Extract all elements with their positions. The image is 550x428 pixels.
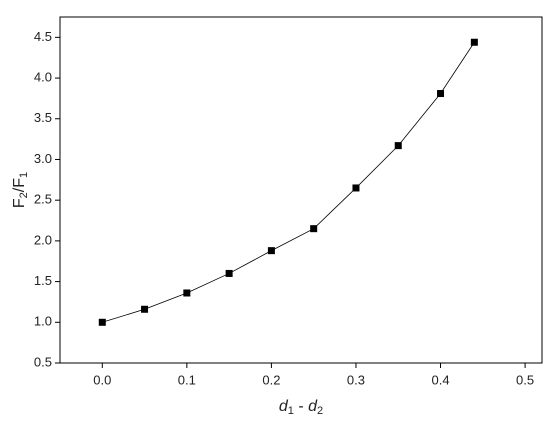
y-tick-label: 1.0 bbox=[34, 314, 52, 329]
x-tick-label: 0.3 bbox=[347, 372, 365, 387]
marker bbox=[394, 142, 402, 150]
x-label-part: d bbox=[279, 398, 289, 415]
y-tick-label: 3.0 bbox=[34, 151, 52, 166]
y-tick-label: 0.5 bbox=[34, 354, 52, 369]
y-label-part: 1 bbox=[18, 172, 30, 178]
marker bbox=[437, 90, 445, 98]
plot-frame bbox=[59, 16, 543, 364]
y-tick-label: 4.5 bbox=[34, 29, 52, 44]
x-axis-label: d1 - d2 bbox=[279, 398, 323, 417]
marker bbox=[141, 305, 149, 313]
y-tick-label: 1.5 bbox=[34, 273, 52, 288]
y-label-part: 2 bbox=[18, 192, 30, 198]
x-tick-label: 0.5 bbox=[516, 372, 534, 387]
y-tick-label: 3.5 bbox=[34, 110, 52, 125]
x-tick-label: 0.0 bbox=[93, 372, 111, 387]
y-tick-label: 4.0 bbox=[34, 69, 52, 84]
x-label-part: d bbox=[308, 398, 318, 415]
y-tick-label: 2.0 bbox=[34, 232, 52, 247]
y-label-part: /F bbox=[11, 178, 28, 192]
x-label-part: 2 bbox=[317, 405, 323, 417]
y-axis-label: F2/F1 bbox=[11, 172, 30, 208]
y-label-part: F bbox=[11, 198, 28, 208]
marker bbox=[98, 318, 106, 326]
x-label-part: 1 bbox=[288, 405, 294, 417]
y-tick-label: 2.5 bbox=[34, 192, 52, 207]
x-tick-label: 0.2 bbox=[262, 372, 280, 387]
marker bbox=[352, 184, 360, 192]
x-label-part: - bbox=[294, 398, 308, 415]
marker bbox=[310, 225, 318, 233]
marker bbox=[267, 247, 275, 255]
x-tick-label: 0.4 bbox=[431, 372, 449, 387]
marker bbox=[183, 289, 191, 297]
marker bbox=[225, 269, 233, 277]
line bbox=[102, 42, 475, 323]
x-tick-label: 0.1 bbox=[178, 372, 196, 387]
marker bbox=[470, 38, 478, 46]
